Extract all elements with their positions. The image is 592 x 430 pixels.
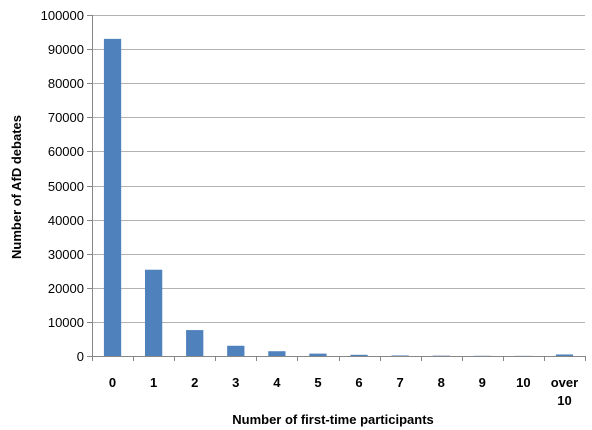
bars bbox=[103, 38, 574, 357]
y-tick-label: 20000 bbox=[48, 281, 84, 296]
y-tick-label: 60000 bbox=[48, 144, 84, 159]
y-tick-label: 100000 bbox=[41, 8, 84, 23]
x-tick-label: 8 bbox=[438, 375, 445, 390]
bar bbox=[309, 353, 327, 356]
x-tick-label: 0 bbox=[109, 375, 116, 390]
x-tick-labels: 0 1 2 3 4 5 6 7 8 9 10 over 10 bbox=[109, 375, 578, 408]
x-tick-label: 2 bbox=[191, 375, 198, 390]
y-tick-label: 50000 bbox=[48, 179, 84, 194]
gridlines bbox=[92, 15, 585, 323]
y-tick-label: 0 bbox=[77, 349, 84, 364]
x-tick-label: 3 bbox=[232, 375, 239, 390]
axes bbox=[87, 15, 586, 361]
x-tick-label: 6 bbox=[355, 375, 362, 390]
bar bbox=[186, 330, 204, 356]
bar bbox=[350, 354, 368, 356]
bar bbox=[144, 269, 163, 356]
x-tick-label: over 10 bbox=[551, 375, 578, 408]
y-tick-label: 90000 bbox=[48, 42, 84, 57]
y-tick-label: 40000 bbox=[48, 213, 84, 228]
x-tick-label: 7 bbox=[397, 375, 404, 390]
y-tick-label: 70000 bbox=[48, 110, 84, 125]
bar bbox=[103, 38, 122, 357]
x-tick-label: 4 bbox=[273, 375, 281, 390]
y-axis-title: Number of AfD debates bbox=[9, 115, 24, 259]
x-tick-label: 1 bbox=[150, 375, 157, 390]
x-tick-label: 10 bbox=[516, 375, 530, 390]
y-tick-labels: 0 10000 20000 30000 40000 50000 60000 70000 8000… bbox=[41, 8, 84, 364]
bar bbox=[227, 345, 245, 356]
bar bbox=[268, 351, 286, 356]
bar bbox=[391, 355, 409, 356]
x-tick-label: 5 bbox=[314, 375, 321, 390]
y-tick-label: 30000 bbox=[48, 247, 84, 262]
bar bbox=[555, 354, 574, 356]
y-tick-label: 80000 bbox=[48, 76, 84, 91]
y-tick-label: 10000 bbox=[48, 315, 84, 330]
x-axis-title: Number of first-time participants bbox=[232, 412, 434, 427]
x-tick-label: 9 bbox=[479, 375, 486, 390]
